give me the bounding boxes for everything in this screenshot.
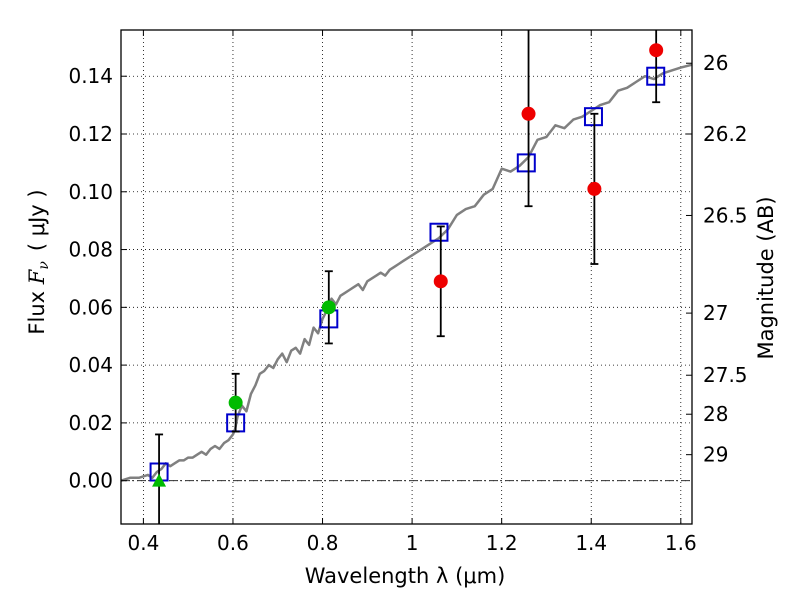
y-axis-title-symbol: F — [25, 268, 49, 285]
green-data-point — [228, 395, 243, 410]
right-tick-label: 29 — [703, 443, 728, 467]
y-axis-ticks: 0.00 0.02 0.04 0.06 0.08 0.10 0.12 0.14 — [68, 64, 127, 493]
x-axis-ticks: 0.4 0.6 0.8 1 1.2 1.4 1.6 — [127, 30, 697, 555]
right-tick-label: 26.5 — [703, 203, 748, 227]
y-tick-label: 0.14 — [68, 64, 113, 88]
green-data-point — [321, 300, 336, 315]
right-tick-label: 26.2 — [703, 122, 748, 146]
model-spectrum-line — [121, 63, 692, 482]
y-tick-label: 0.12 — [68, 122, 113, 146]
right-tick-label: 26 — [703, 51, 728, 75]
right-axis-ticks: 26 26.2 26.5 27 27.5 28 29 — [686, 51, 748, 467]
x-tick-label: 1.2 — [486, 531, 518, 555]
y-tick-label: 0.02 — [68, 411, 113, 435]
right-axis-title: Magnitude (AB) — [754, 196, 778, 359]
x-tick-label: 1.4 — [575, 531, 607, 555]
right-tick-label: 28 — [703, 402, 728, 426]
red-data-point — [587, 181, 602, 196]
x-tick-label: 0.4 — [127, 531, 159, 555]
model-photometry-square — [429, 222, 449, 242]
y-axis-title-subscript: ν — [36, 261, 52, 270]
plot-area — [121, 30, 692, 524]
y-tick-label: 0.10 — [68, 180, 113, 204]
y-tick-label: 0.00 — [68, 469, 113, 493]
right-tick-label: 27 — [703, 301, 728, 325]
x-tick-label: 0.6 — [217, 531, 249, 555]
y-axis-title-unit: ( μJy ) — [25, 189, 49, 251]
y-tick-label: 0.06 — [68, 295, 113, 319]
plot-frame — [120, 29, 693, 525]
model-photometry-square — [516, 153, 536, 173]
x-axis-title: Wavelength λ (μm) — [305, 564, 506, 588]
x-tick-label: 0.8 — [307, 531, 339, 555]
y-tick-label: 0.04 — [68, 353, 113, 377]
y-tick-label: 0.08 — [68, 238, 113, 262]
red-data-point — [433, 274, 448, 289]
upper-limit-triangle — [152, 473, 167, 487]
x-tick-label: 1.6 — [665, 531, 697, 555]
x-tick-label: 1 — [406, 531, 419, 555]
right-tick-label: 27.5 — [703, 363, 748, 387]
y-axis-title-prefix: Flux — [25, 284, 49, 334]
red-data-point — [649, 43, 664, 58]
red-data-point — [521, 106, 536, 121]
y-axis-title: Flux Fν ( μJy ) — [25, 189, 52, 334]
